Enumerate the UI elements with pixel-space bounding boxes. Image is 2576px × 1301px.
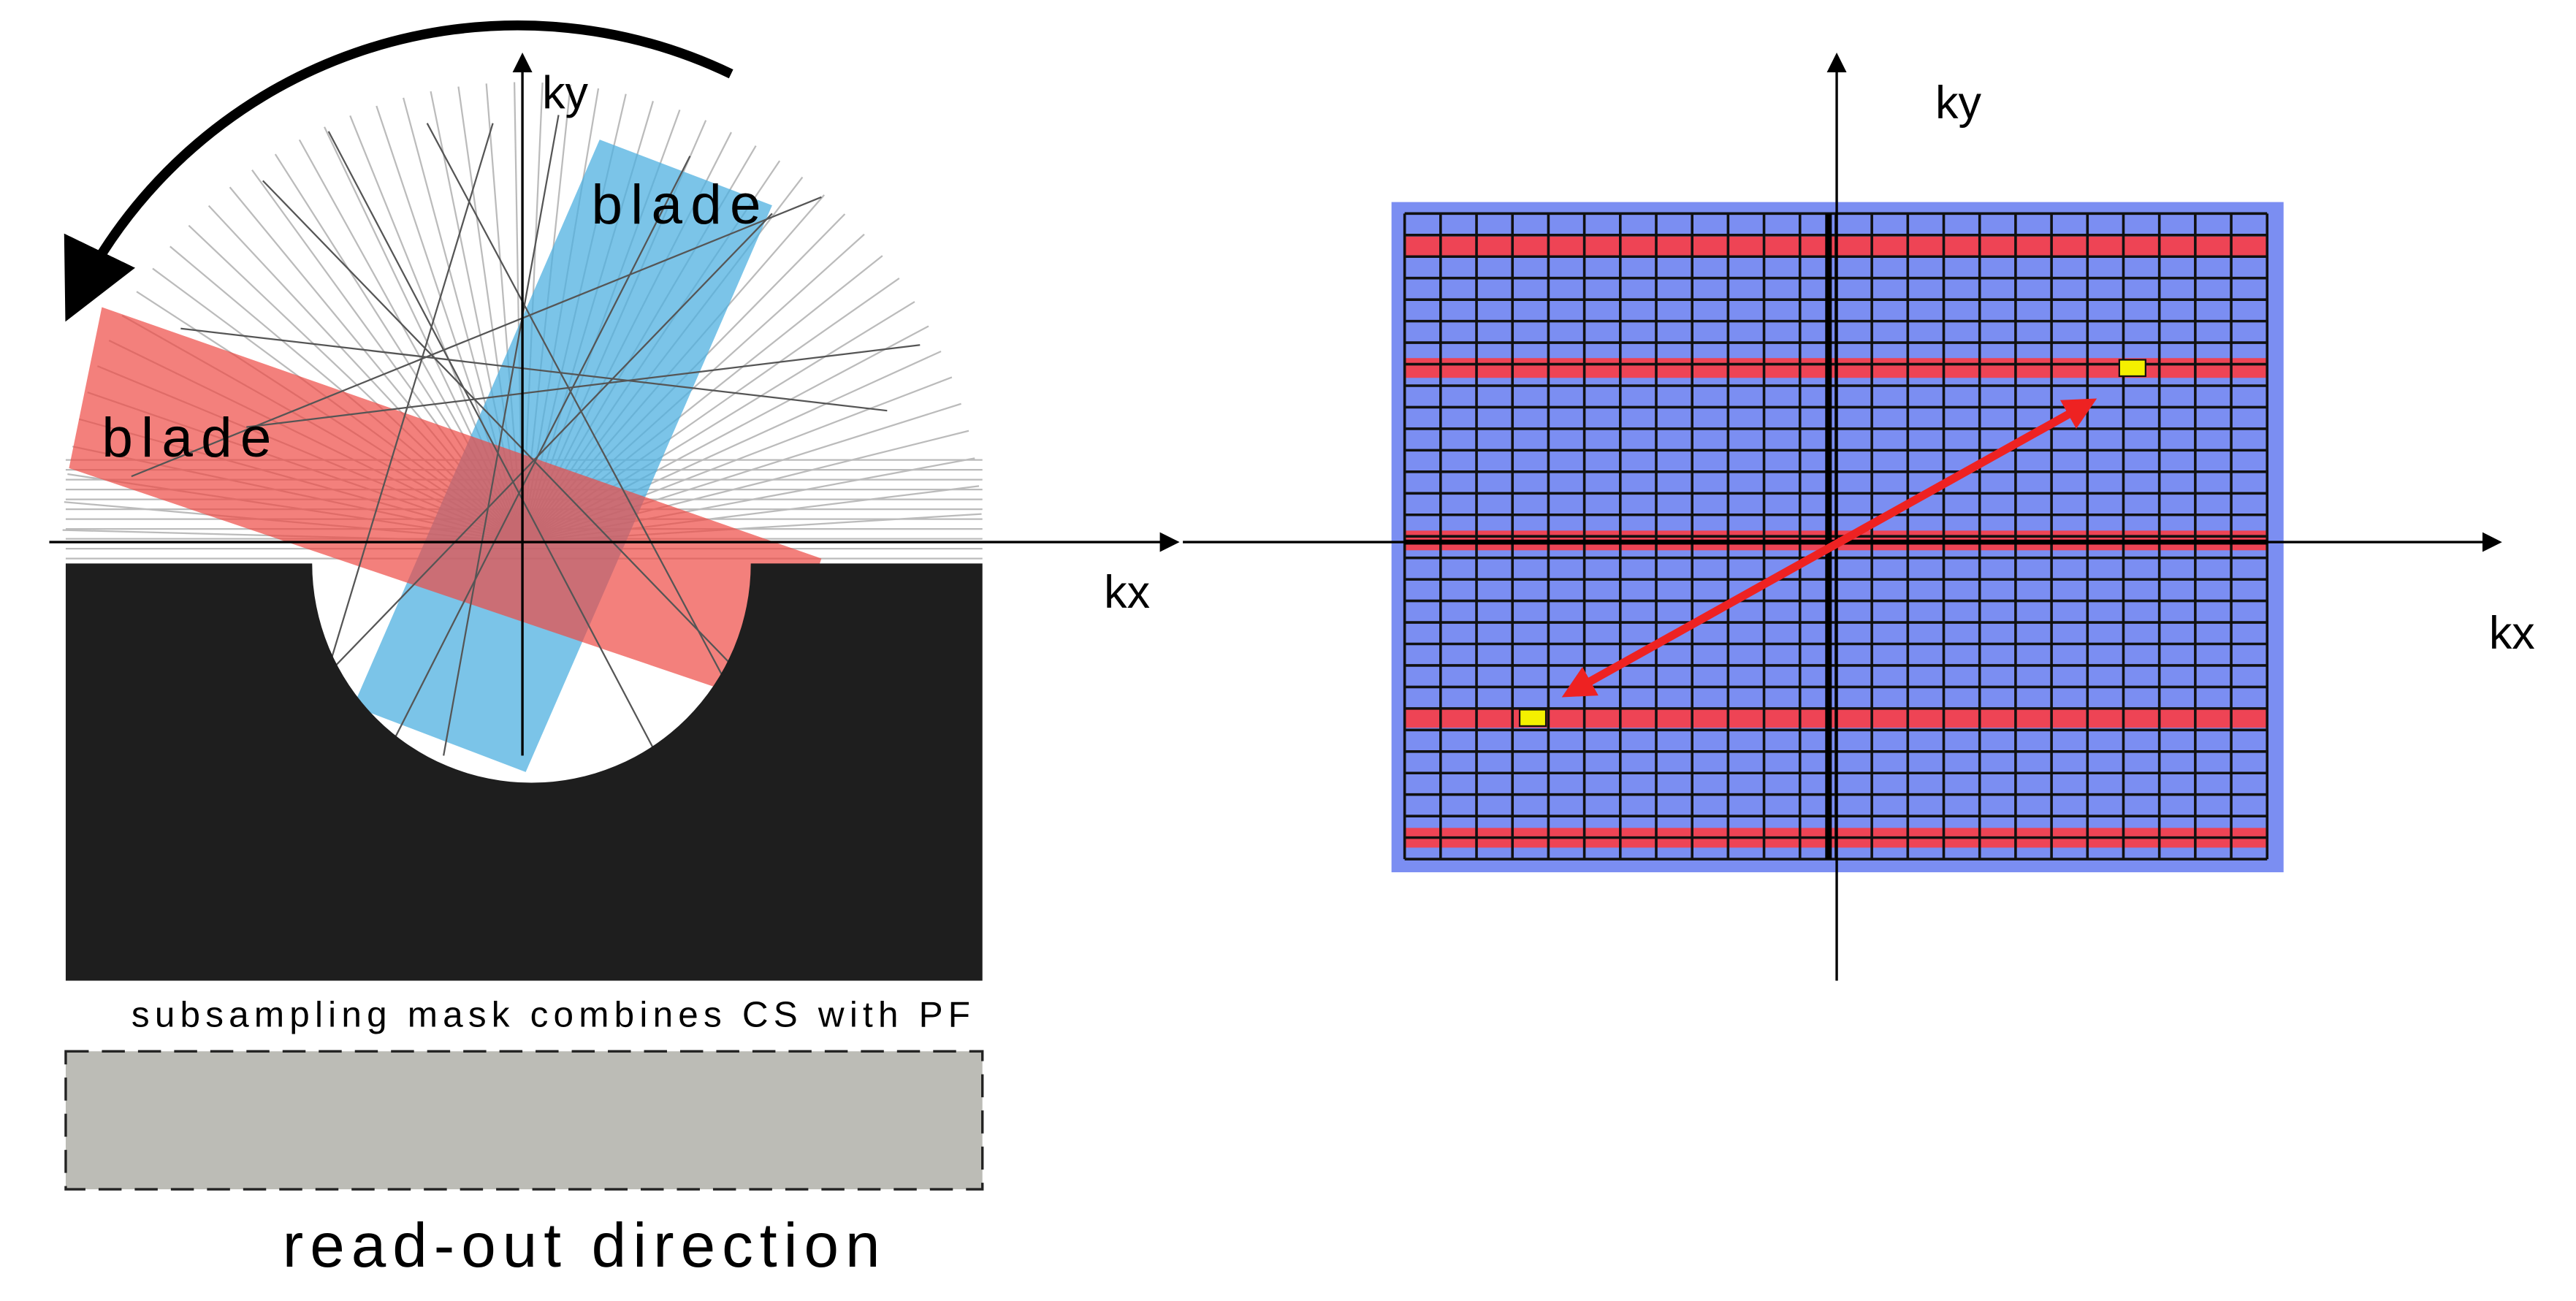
red-blade [69,307,822,706]
blade-label: blade [102,407,279,469]
trajectory-line [393,156,691,740]
ky-label: ky [1935,77,1981,129]
symmetry-arrow [1561,398,2097,698]
rotation-arrow [64,20,733,322]
readout-box [64,1050,984,1191]
trajectory-line [262,180,757,691]
trajectory-line [327,131,658,756]
kx-label: kx [1104,567,1150,618]
readout-label: read-out direction [283,1211,887,1281]
kx-label: kx [2489,608,2535,659]
trajectory-line [131,196,822,478]
trajectory-line [443,115,560,756]
ky-label: ky [542,67,588,118]
mask-caption: subsampling mask combines CS with PF [132,994,975,1034]
blade-label: blade [592,174,769,236]
trajectory-line [426,123,749,723]
trajectory-lines [131,115,921,756]
trajectory-line [311,123,494,723]
sample-point [2118,359,2146,378]
mask [65,563,983,981]
trajectory-line [180,327,888,412]
sample-point [1518,709,1547,728]
trajectory-line [311,213,773,691]
trajectory-line [246,344,921,428]
